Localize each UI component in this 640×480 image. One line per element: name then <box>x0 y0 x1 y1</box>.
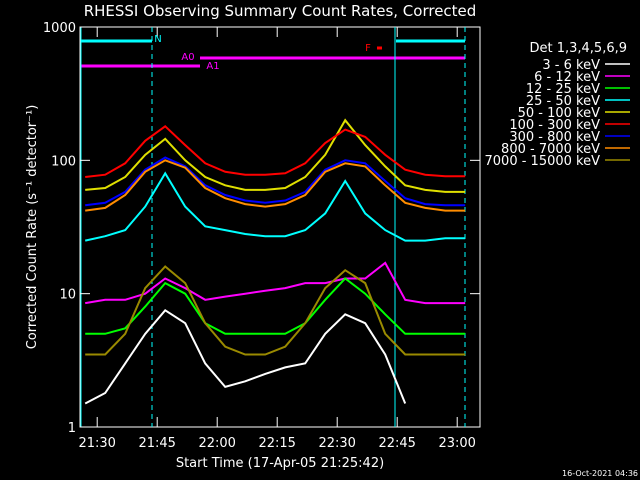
annotation: A1 <box>206 61 219 72</box>
x-tick-label: 23:00 <box>438 436 475 451</box>
y-axis-label: Corrected Count Rate (s⁻¹ detector⁻¹) <box>25 105 40 350</box>
y-tick-label: 1 <box>68 421 76 436</box>
series-line <box>85 125 466 178</box>
x-tick-label: 21:30 <box>78 436 115 451</box>
series-line <box>85 261 466 305</box>
x-tick-label: 22:00 <box>198 436 235 451</box>
chart-title: RHESSI Observing Summary Count Rates, Co… <box>84 2 477 20</box>
annotation: N <box>154 34 161 45</box>
x-tick-label: 22:45 <box>378 436 415 451</box>
legend-label: 12 - 25 keV <box>526 82 600 97</box>
x-axis-label: Start Time (17-Apr-05 21:25:42) <box>176 456 384 471</box>
plot-frame <box>79 26 481 428</box>
legend-label: 6 - 12 keV <box>534 70 600 85</box>
series-line <box>85 118 466 193</box>
y-tick-label: 1000 <box>43 21 76 36</box>
legend-label: 800 - 7000 keV <box>501 142 600 157</box>
series-line <box>85 156 466 207</box>
x-tick-label: 22:15 <box>258 436 295 451</box>
series-line <box>84 308 407 405</box>
legend-label: 300 - 800 keV <box>509 130 600 145</box>
series-line <box>85 277 466 335</box>
x-tick-label: 22:30 <box>318 436 355 451</box>
series-line <box>84 171 466 242</box>
legend-label: 25 - 50 keV <box>526 94 600 109</box>
y-tick-label: 10 <box>59 288 76 303</box>
legend-label: 50 - 100 keV <box>518 106 601 121</box>
legend-title: Det 1,3,4,5,6,9 <box>529 41 627 56</box>
timestamp: 16-Oct-2021 04:36 <box>562 469 638 478</box>
y-tick-label: 100 <box>51 154 76 169</box>
annotation: F <box>365 43 371 54</box>
series-line <box>85 159 466 212</box>
legend-label: 3 - 6 keV <box>542 58 600 73</box>
x-tick-label: 21:45 <box>138 436 175 451</box>
series-line <box>85 265 466 356</box>
annotation: A0 <box>181 52 194 63</box>
legend-label: 7000 - 15000 keV <box>485 154 601 169</box>
legend-label: 100 - 300 keV <box>509 118 600 133</box>
